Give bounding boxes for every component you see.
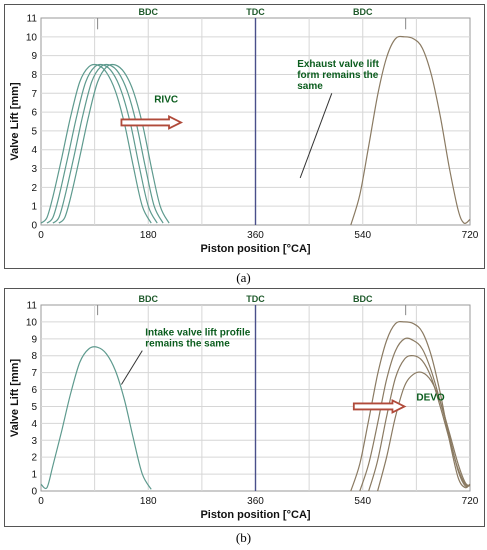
x-tick-label: 540 [354, 230, 371, 241]
annotation-line: Exhaust valve lift [297, 59, 379, 70]
y-tick-label: 2 [31, 183, 37, 194]
top-label: TDC [246, 7, 265, 17]
right-arrow-icon [120, 114, 184, 130]
x-tick-label: 540 [354, 496, 371, 507]
y-tick-label: 0 [31, 221, 37, 232]
valve-lift-curve [40, 63, 152, 224]
annotation-pointer [299, 93, 333, 179]
top-label: TDC [246, 294, 265, 304]
y-tick-label: 7 [31, 89, 37, 100]
x-axis-title: Piston position [°CA] [200, 509, 310, 521]
valve-lift-curve [46, 63, 158, 224]
top-label: BDC [139, 7, 159, 17]
x-tick-label: 360 [247, 230, 264, 241]
y-tick-label: 0 [31, 487, 37, 498]
annotation-line: form remains the [297, 70, 379, 81]
y-tick-label: 5 [31, 126, 37, 137]
chart-panel-b: 0 1 2 3 4 5 6 7 8 9 10 11 0 180 360 540 720 BDC TDC BDC Pist… [4, 288, 485, 527]
y-tick-label: 11 [27, 14, 38, 25]
annotation-line: same [297, 81, 323, 92]
caption-b: (b) [235, 530, 252, 545]
valve-lift-chart-b: 0 1 2 3 4 5 6 7 8 9 10 11 0 180 360 540 720 BDC TDC BDC Pist… [9, 294, 479, 521]
y-axis-title: Valve Lift [mm] [9, 359, 21, 438]
x-tick-label: 360 [247, 496, 264, 507]
y-tick-label: 9 [31, 334, 37, 345]
annotation-pointer [121, 350, 143, 385]
annotation-label: Intake valve lift profile remains the sam… [145, 327, 250, 349]
y-tick-label: 6 [31, 385, 37, 396]
annotation-line: remains the same [145, 338, 230, 349]
valve-lift-chart-a: 0 1 2 3 4 5 6 7 8 9 10 11 0 180 360 540 720 BDC TDC BDC Pist… [9, 7, 479, 255]
annotation-line: DEVO [416, 393, 445, 404]
y-tick-label: 11 [27, 301, 38, 312]
valve-lift-curve [377, 371, 471, 492]
chart-panel-a: 0 1 2 3 4 5 6 7 8 9 10 11 0 180 360 540 720 BDC TDC BDC Pist… [4, 4, 485, 269]
y-tick-label: 1 [31, 470, 37, 481]
caption-a: (a) [236, 270, 251, 285]
top-label: BDC [139, 294, 159, 304]
x-tick-label: 0 [38, 496, 44, 507]
x-tick-label: 720 [462, 230, 479, 241]
valve-lift-curve [58, 63, 170, 224]
annotation-line: Intake valve lift profile [145, 327, 250, 338]
y-tick-label: 3 [31, 164, 37, 175]
x-tick-label: 720 [462, 496, 479, 507]
y-tick-label: 8 [31, 351, 37, 362]
y-tick-label: 4 [31, 419, 37, 430]
y-tick-label: 8 [31, 70, 37, 81]
right-arrow-icon [352, 398, 407, 414]
y-tick-label: 10 [26, 32, 38, 43]
y-tick-label: 2 [31, 453, 37, 464]
annotation-label: RIVC [154, 95, 178, 106]
valve-lift-curve [52, 63, 164, 224]
y-tick-label: 9 [31, 51, 37, 62]
x-tick-label: 180 [140, 496, 157, 507]
y-tick-label: 7 [31, 368, 37, 379]
annotation-label: DEVO [416, 393, 445, 404]
y-tick-label: 5 [31, 402, 37, 413]
annotation-line: RIVC [154, 95, 178, 106]
valve-lift-curve [350, 35, 471, 226]
x-tick-label: 180 [140, 230, 157, 241]
x-tick-label: 0 [38, 230, 44, 241]
x-axis-title: Piston position [°CA] [200, 243, 310, 255]
valve-lift-curve [40, 346, 152, 490]
valve-lift-curve [368, 354, 471, 492]
y-tick-label: 10 [26, 317, 38, 328]
y-tick-label: 3 [31, 436, 37, 447]
top-label: BDC [353, 294, 373, 304]
y-axis-title: Valve Lift [mm] [9, 82, 21, 161]
top-label: BDC [353, 7, 373, 17]
y-tick-label: 4 [31, 145, 37, 156]
annotation-label: Exhaust valve lift form remains the same [297, 59, 379, 92]
y-tick-label: 1 [31, 202, 37, 213]
y-tick-label: 6 [31, 108, 37, 119]
